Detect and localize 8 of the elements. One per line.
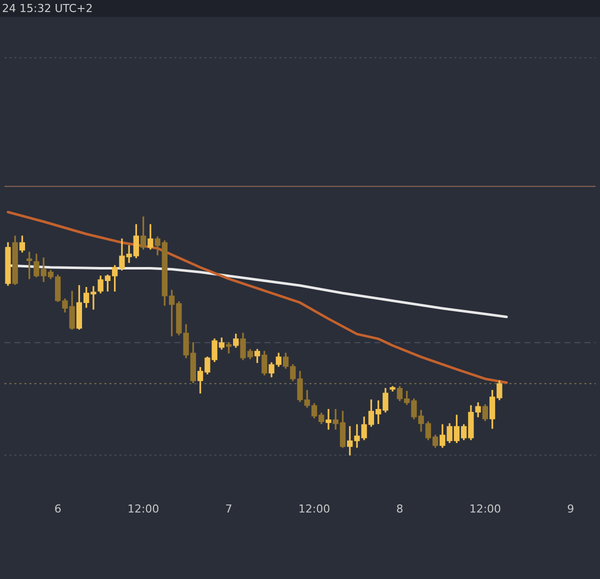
x-tick-label: 12:00	[298, 502, 330, 516]
x-tick-label: 6	[54, 502, 62, 516]
text: 24 15:32 UTC+2	[2, 2, 93, 15]
x-tick-label: 8	[396, 502, 404, 516]
x-tick-label: 12:00	[469, 502, 502, 516]
x-tick-label: 12:00	[127, 502, 160, 516]
x-tick-label: 9	[567, 502, 574, 516]
x-tick-label: 7	[225, 502, 232, 516]
